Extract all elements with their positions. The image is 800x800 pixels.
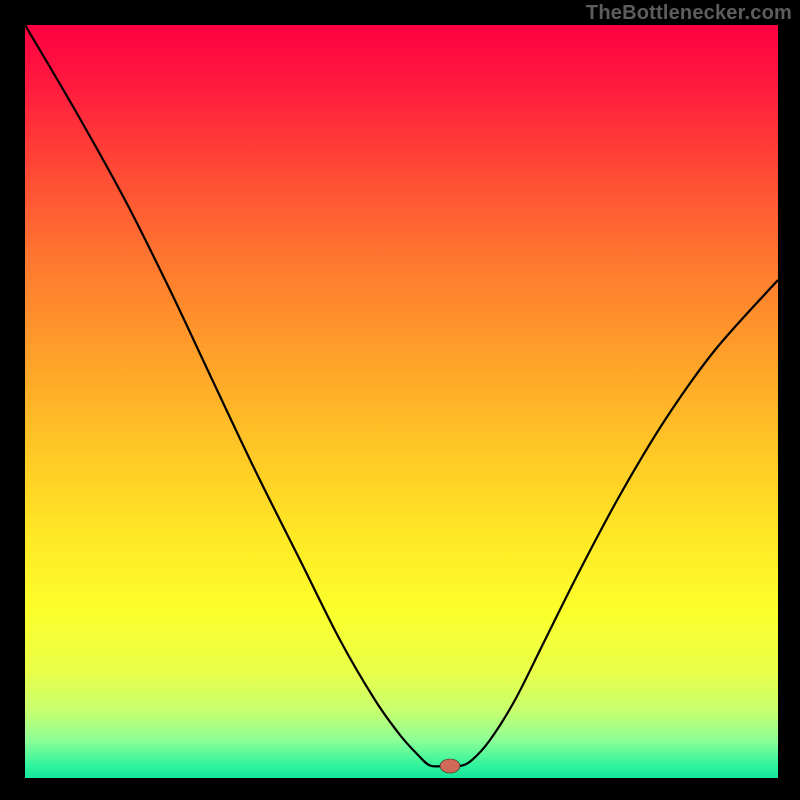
optimum-marker: [440, 759, 460, 773]
chart-stage: TheBottlenecker.com: [0, 0, 800, 800]
plot-background: [25, 25, 778, 778]
watermark-text: TheBottlenecker.com: [586, 2, 792, 25]
chart-svg: [0, 0, 800, 800]
